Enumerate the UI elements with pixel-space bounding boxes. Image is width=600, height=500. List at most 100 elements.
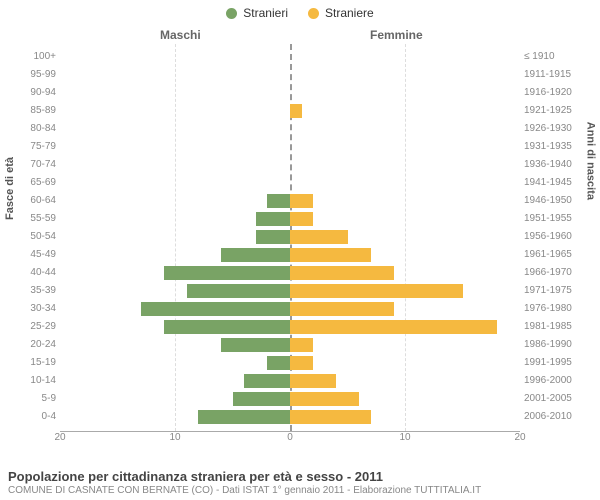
bar-female: [290, 230, 348, 244]
bar-male: [256, 230, 291, 244]
legend-label-female: Straniere: [325, 6, 374, 20]
age-bracket-label: 70-74: [16, 156, 60, 174]
birth-year-label: 1991-1995: [520, 354, 586, 372]
chart-container: Stranieri Straniere Maschi Femmine Fasce…: [0, 0, 600, 500]
bar-female: [290, 392, 359, 406]
age-row: 0-42006-2010: [60, 408, 520, 426]
age-bracket-label: 95-99: [16, 66, 60, 84]
birth-year-label: 1946-1950: [520, 192, 586, 210]
bar-male: [221, 248, 290, 262]
birth-year-label: 1961-1965: [520, 246, 586, 264]
legend-item-male: Stranieri: [226, 6, 288, 20]
chart-subtitle: COMUNE DI CASNATE CON BERNATE (CO) - Dat…: [8, 485, 592, 496]
age-row: 15-191991-1995: [60, 354, 520, 372]
x-tick-label: 10: [399, 432, 410, 443]
bar-female: [290, 248, 371, 262]
bar-male: [198, 410, 290, 424]
birth-year-label: 1951-1955: [520, 210, 586, 228]
age-bracket-label: 55-59: [16, 210, 60, 228]
bar-male: [267, 356, 290, 370]
top-title-male: Maschi: [160, 28, 201, 42]
age-bracket-label: 40-44: [16, 264, 60, 282]
bar-female: [290, 212, 313, 226]
bar-female: [290, 338, 313, 352]
age-bracket-label: 20-24: [16, 336, 60, 354]
birth-year-label: 1911-1915: [520, 66, 586, 84]
age-row: 10-141996-2000: [60, 372, 520, 390]
x-tick-label: 10: [169, 432, 180, 443]
age-bracket-label: 45-49: [16, 246, 60, 264]
age-row: 30-341976-1980: [60, 300, 520, 318]
age-row: 60-641946-1950: [60, 192, 520, 210]
bar-female: [290, 284, 463, 298]
bar-female: [290, 302, 394, 316]
age-row: 40-441966-1970: [60, 264, 520, 282]
birth-year-label: 1981-1985: [520, 318, 586, 336]
birth-year-label: 1926-1930: [520, 120, 586, 138]
legend-label-male: Stranieri: [243, 6, 288, 20]
x-tick-label: 20: [54, 432, 65, 443]
bar-male: [187, 284, 291, 298]
bar-female: [290, 194, 313, 208]
age-row: 80-841926-1930: [60, 120, 520, 138]
age-row: 85-891921-1925: [60, 102, 520, 120]
x-tick-label: 0: [287, 432, 293, 443]
bar-male: [221, 338, 290, 352]
bar-female: [290, 266, 394, 280]
legend: Stranieri Straniere: [8, 6, 592, 20]
bar-female: [290, 104, 302, 118]
plot-area: 100+≤ 191095-991911-191590-941916-192085…: [60, 44, 520, 432]
age-row: 75-791931-1935: [60, 138, 520, 156]
birth-year-label: 1956-1960: [520, 228, 586, 246]
bar-female: [290, 356, 313, 370]
age-bracket-label: 25-29: [16, 318, 60, 336]
bar-male: [164, 320, 291, 334]
legend-item-female: Straniere: [308, 6, 374, 20]
age-row: 65-691941-1945: [60, 174, 520, 192]
age-row: 100+≤ 1910: [60, 48, 520, 66]
footer: Popolazione per cittadinanza straniera p…: [8, 469, 592, 496]
age-bracket-label: 50-54: [16, 228, 60, 246]
bar-male: [233, 392, 291, 406]
birth-year-label: 1996-2000: [520, 372, 586, 390]
age-row: 35-391971-1975: [60, 282, 520, 300]
age-bracket-label: 15-19: [16, 354, 60, 372]
age-bracket-label: 100+: [16, 48, 60, 66]
age-bracket-label: 0-4: [16, 408, 60, 426]
birth-year-label: 1986-1990: [520, 336, 586, 354]
age-row: 50-541956-1960: [60, 228, 520, 246]
age-bracket-label: 60-64: [16, 192, 60, 210]
bar-male: [256, 212, 291, 226]
bar-female: [290, 320, 497, 334]
birth-year-label: 1936-1940: [520, 156, 586, 174]
age-bracket-label: 65-69: [16, 174, 60, 192]
bar-male: [141, 302, 291, 316]
age-bracket-label: 85-89: [16, 102, 60, 120]
birth-year-label: 2001-2005: [520, 390, 586, 408]
bar-male: [267, 194, 290, 208]
birth-year-label: 1931-1935: [520, 138, 586, 156]
age-row: 95-991911-1915: [60, 66, 520, 84]
x-tick-label: 20: [514, 432, 525, 443]
age-row: 5-92001-2005: [60, 390, 520, 408]
age-row: 20-241986-1990: [60, 336, 520, 354]
birth-year-label: 1921-1925: [520, 102, 586, 120]
age-row: 70-741936-1940: [60, 156, 520, 174]
birth-year-label: 1971-1975: [520, 282, 586, 300]
legend-swatch-male: [226, 8, 237, 19]
birth-year-label: 2006-2010: [520, 408, 586, 426]
bar-male: [244, 374, 290, 388]
birth-year-label: ≤ 1910: [520, 48, 586, 66]
y-axis-label-left: Fasce di età: [4, 157, 16, 220]
age-row: 55-591951-1955: [60, 210, 520, 228]
age-bracket-label: 80-84: [16, 120, 60, 138]
bar-male: [164, 266, 291, 280]
age-row: 45-491961-1965: [60, 246, 520, 264]
birth-year-label: 1941-1945: [520, 174, 586, 192]
age-bracket-label: 30-34: [16, 300, 60, 318]
age-bracket-label: 75-79: [16, 138, 60, 156]
age-bracket-label: 90-94: [16, 84, 60, 102]
legend-swatch-female: [308, 8, 319, 19]
bar-female: [290, 410, 371, 424]
age-bracket-label: 10-14: [16, 372, 60, 390]
